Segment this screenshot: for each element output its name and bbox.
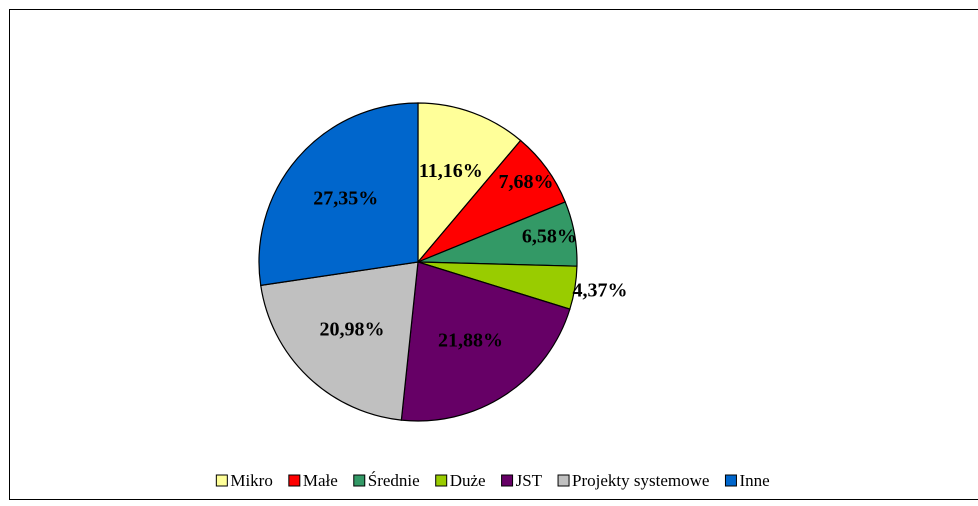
data-label: 27,35%	[313, 187, 378, 209]
legend-swatch	[501, 474, 514, 487]
data-label: 20,98%	[319, 318, 384, 340]
legend-swatch	[557, 474, 570, 487]
legend-swatch	[215, 474, 228, 487]
data-label: 7,68%	[499, 171, 554, 193]
legend-swatch	[353, 474, 366, 487]
pie-slice	[400, 261, 571, 422]
pie-slice	[417, 102, 522, 264]
data-label: 21,88%	[438, 329, 503, 351]
pie-slice	[260, 261, 419, 421]
legend-label: Duże	[450, 471, 486, 490]
legend-label: Mikro	[230, 471, 273, 490]
data-label: 4,37%	[572, 280, 627, 302]
legend-label: Inne	[739, 471, 769, 490]
legend-label: Średnie	[368, 471, 420, 490]
legend-swatch	[435, 474, 448, 487]
pie-slice	[258, 102, 419, 287]
legend-swatch	[724, 474, 737, 487]
legend-swatch	[288, 474, 301, 487]
legend-label: Małe	[303, 471, 338, 490]
data-label: 6,58%	[522, 226, 577, 248]
legend-label: Projekty systemowe	[572, 471, 709, 490]
data-label: 11,16%	[419, 160, 483, 182]
legend-label: JST	[516, 471, 543, 490]
